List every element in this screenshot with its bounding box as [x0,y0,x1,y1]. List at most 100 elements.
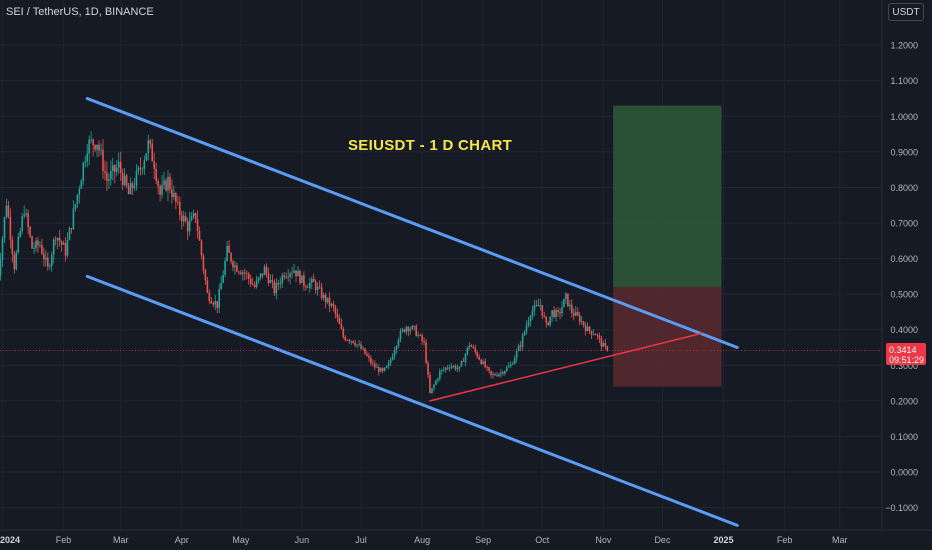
candle-body [212,303,215,305]
candle-body [602,342,605,347]
candle-body [287,276,289,278]
candle-body [356,344,358,346]
candle-body [456,368,459,370]
channel-upper-line [85,97,739,350]
candle-body [66,239,69,256]
candle-body [192,213,195,217]
time-tick-label: Apr [175,535,189,545]
candle-body [74,204,77,209]
candle-body [352,340,354,343]
candle-body [312,278,315,282]
candle-body [88,139,90,154]
candle-body [297,270,299,277]
candle-body [442,369,445,371]
candle-body [606,346,609,351]
candle-body [204,270,207,281]
candle-body [535,304,538,306]
last-price-value: 0.3414 [889,345,917,355]
candle-body [425,342,427,364]
candle-body [549,316,551,325]
price-tick-label: 0.0000 [890,468,918,478]
candle-body [346,340,349,341]
candle-body [590,330,593,335]
candle-body [222,274,224,283]
rising-support-line [429,332,703,402]
candle-body [435,380,437,385]
candle-body [269,279,272,283]
time-tick-label: Sep [475,535,491,545]
candle-body [427,363,429,375]
candle-body [247,273,250,279]
candle-body [1,238,4,261]
candle-body [395,346,398,351]
candle-body [261,273,264,276]
candle-body [196,219,199,231]
candle-body [370,357,372,364]
candle-body [486,367,488,369]
candle-body [452,366,455,367]
candle-body [112,165,114,171]
candle-body [405,326,408,332]
time-tick-label: Jun [295,535,310,545]
price-tick-label: 0.2000 [890,396,918,406]
candle-body [507,365,510,368]
candle-body [326,297,329,303]
candle-body [25,213,27,215]
candle-body [244,272,246,274]
candle-body [476,352,479,358]
candle-body [502,372,504,374]
candle-body [92,139,94,146]
candle-body [123,175,126,185]
candle-body [462,361,465,362]
candle-body [342,328,345,338]
candle-body [547,322,549,325]
candle-body [596,334,599,336]
candle-body [592,334,595,336]
candle-body [5,205,8,218]
candle-body [519,345,522,347]
candle-body [309,282,311,288]
candle-body [94,145,96,150]
currency-button[interactable]: USDT [888,3,924,21]
candle-body [515,350,518,359]
candle-body [200,240,203,256]
candle-body [171,189,173,197]
price-axis: 1.2000 1.1000 1.0000 0.9000 0.8000 0.7000 0.60… [881,0,918,530]
candle-body [523,331,526,336]
candle-body [567,293,569,307]
candle-body [131,183,134,188]
candle-body [482,361,484,365]
candle-body [529,316,532,322]
last-price-label: 0.3414 09:51:29 [886,343,926,365]
candle-body [492,374,494,376]
candle-body [13,254,16,270]
candle-body [143,160,146,169]
long-position-zones [613,105,722,387]
candle-body [15,252,18,270]
candle-body [145,153,148,161]
candle-body [68,228,71,240]
candle-body [175,193,177,202]
price-tick-label: 0.1000 [890,432,918,442]
candle-body [543,315,546,317]
target-zone [613,105,722,288]
candle-body [135,170,138,187]
candle-body [9,216,12,240]
time-tick-label: May [232,535,250,545]
candle-body [539,305,542,307]
candle-body [569,304,571,307]
candle-body [236,265,238,272]
price-tick-label: 0.5000 [890,290,918,300]
candle-body [360,344,362,349]
candle-body [366,354,368,356]
candle-body [113,165,116,172]
candle-body [401,329,404,332]
candle-body [561,307,563,314]
candle-body [102,149,104,172]
candle-body [119,161,122,173]
candle-body [559,311,561,314]
candle-body [289,273,291,277]
candle-body [368,355,370,358]
candle-body [521,335,524,347]
